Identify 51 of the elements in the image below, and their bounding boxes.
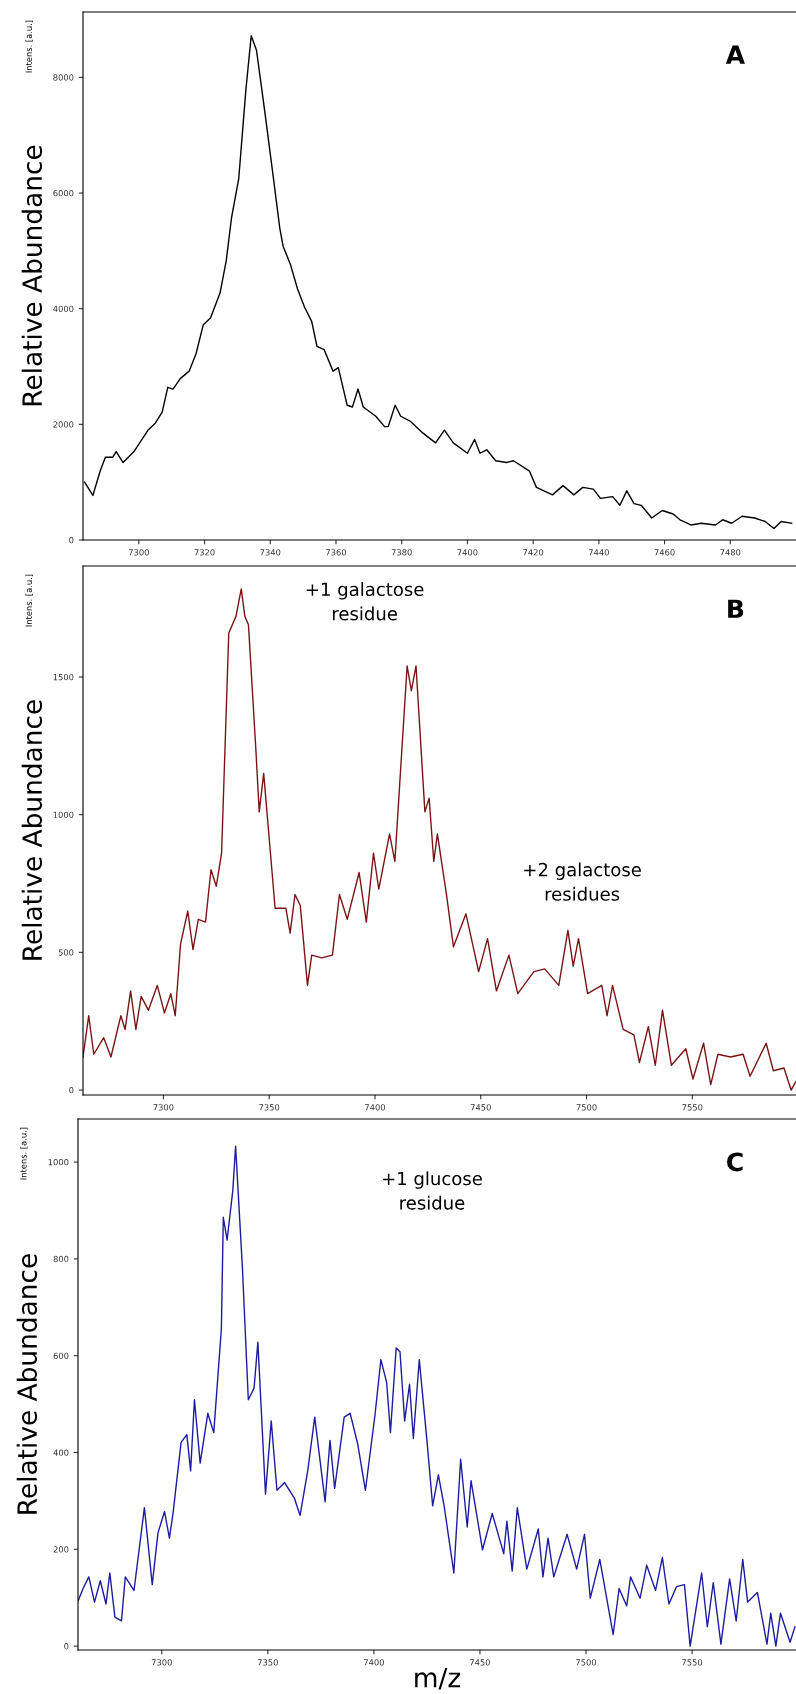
y-tick-label: 800 bbox=[53, 1255, 69, 1263]
annotation: +1 glucose residue bbox=[383, 1171, 482, 1210]
y-tick-label: 1000 bbox=[48, 1159, 69, 1166]
x-tick-label: 7500 bbox=[576, 1104, 597, 1111]
y-tick-label: 400 bbox=[53, 1449, 69, 1456]
y-axis-title: Relative Abundance bbox=[16, 1254, 38, 1514]
x-tick-label: 7360 bbox=[326, 549, 347, 556]
x-tick-label: 7320 bbox=[194, 549, 215, 556]
x-tick-label: 7450 bbox=[470, 1104, 491, 1111]
y-tick-label: 1500 bbox=[53, 673, 74, 681]
x-tick-label: 7550 bbox=[682, 1104, 703, 1111]
y-tick-label: 0 bbox=[64, 1643, 69, 1650]
y-tick-label: 2000 bbox=[53, 421, 74, 428]
y-tick-label: 4000 bbox=[53, 305, 74, 312]
x-tick-label: 7500 bbox=[576, 1659, 597, 1666]
line-series bbox=[78, 1145, 796, 1647]
y-tick-label: 0 bbox=[69, 536, 74, 544]
text: Intens. [a.u.] bbox=[25, 574, 33, 627]
x-tick-label: 7400 bbox=[365, 1104, 386, 1111]
annotation: C bbox=[727, 1152, 743, 1172]
x-tick-label: 7380 bbox=[391, 549, 412, 556]
x-tick-label: 7300 bbox=[128, 549, 149, 556]
x-tick-label: 7440 bbox=[588, 549, 609, 556]
annotation: +1 galactose residue bbox=[306, 582, 424, 621]
y-axis-title: Relative Abundance bbox=[21, 700, 43, 960]
annotation: +2 galactose residues bbox=[524, 862, 641, 901]
x-tick-label: 7450 bbox=[470, 1659, 490, 1666]
x-tick-label: 7350 bbox=[259, 1104, 280, 1111]
y-axis-title: Relative Abundance bbox=[21, 145, 43, 406]
y-tick-label: 600 bbox=[53, 1352, 69, 1359]
x-tick-label: 7300 bbox=[153, 1104, 174, 1111]
x-tick-label: 7340 bbox=[260, 549, 281, 556]
x-tick-label: 7420 bbox=[523, 549, 544, 556]
x-tick-label: 7480 bbox=[720, 549, 741, 556]
x-tick-label: 7400 bbox=[457, 549, 478, 556]
x-tick-label: 7350 bbox=[257, 1659, 278, 1666]
y-tick-label: 6000 bbox=[53, 189, 74, 197]
x-tick-label: 7300 bbox=[151, 1659, 172, 1666]
x-tick-label: 7550 bbox=[682, 1659, 703, 1666]
y-tick-label: 200 bbox=[53, 1546, 69, 1553]
text: Intens. [a.u.] bbox=[25, 20, 33, 73]
annotation: B bbox=[728, 599, 744, 618]
x-tick-label: 7400 bbox=[363, 1659, 384, 1666]
text: Intens. [a.u.] bbox=[20, 1127, 28, 1180]
y-tick-label: 500 bbox=[58, 949, 74, 956]
y-tick-label: 1000 bbox=[53, 811, 74, 818]
x-axis-title: m/z bbox=[415, 1667, 461, 1690]
y-tick-label: 0 bbox=[69, 1087, 74, 1094]
x-tick-label: 7460 bbox=[654, 549, 675, 556]
annotation: A bbox=[725, 45, 745, 64]
y-tick-label: 8000 bbox=[53, 74, 74, 81]
